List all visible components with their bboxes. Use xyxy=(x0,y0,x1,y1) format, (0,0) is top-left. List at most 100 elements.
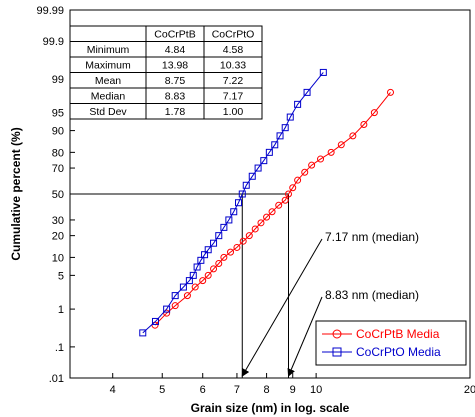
stats-table-cell: Maximum xyxy=(85,60,131,72)
annotation-label: 8.83 nm (median) xyxy=(325,288,419,302)
data-point xyxy=(139,329,147,337)
y-tick-label: .01 xyxy=(49,373,64,385)
data-point xyxy=(254,164,262,172)
data-point xyxy=(238,190,246,198)
legend-swatch-marker xyxy=(332,329,342,339)
data-point xyxy=(263,213,271,221)
y-tick-label: 20 xyxy=(52,231,64,243)
stats-table-cell: 8.83 xyxy=(165,91,186,103)
data-point xyxy=(271,141,279,149)
y-tick-label: 5 xyxy=(58,270,64,282)
legend: CoCrPtB Media CoCrPtO Media xyxy=(315,320,467,366)
annotation-label: 7.17 nm (median) xyxy=(325,230,419,244)
stats-table-cell: 4.84 xyxy=(165,44,186,56)
data-point xyxy=(242,181,250,189)
y-tick-label: 99 xyxy=(52,74,64,86)
y-tick-label: 10 xyxy=(52,252,64,264)
data-point xyxy=(245,232,253,240)
x-tick-label: 10 xyxy=(310,384,322,396)
median-reference-lines xyxy=(70,193,289,378)
data-point xyxy=(235,199,243,207)
data-point xyxy=(230,208,238,216)
data-point xyxy=(199,277,207,285)
legend-label: CoCrPtB Media xyxy=(356,327,440,341)
data-point xyxy=(239,237,247,245)
stats-table-cell: Mean xyxy=(95,75,121,87)
y-tick-label: 30 xyxy=(52,215,64,227)
data-point xyxy=(303,88,311,96)
data-point xyxy=(349,132,357,140)
data-point xyxy=(171,302,179,310)
data-point xyxy=(151,317,159,325)
y-tick-label: 99.9 xyxy=(43,36,64,48)
data-point xyxy=(171,292,179,300)
annotation-arrow xyxy=(241,238,323,377)
data-point xyxy=(265,148,273,156)
data-point xyxy=(204,271,212,279)
x-tick-label: 8 xyxy=(264,384,270,396)
data-point xyxy=(251,225,259,233)
data-point xyxy=(227,248,235,256)
data-point xyxy=(370,109,378,117)
stats-table-cell: CoCrPtO xyxy=(212,29,255,41)
y-tick-label: 95 xyxy=(52,108,64,120)
data-point xyxy=(248,172,256,180)
y-axis-ticks: .01 .1 1 5 10 20 30 50 70 80 90 95 99 99.9 99.99 xyxy=(36,5,75,385)
data-point xyxy=(220,223,228,231)
x-axis-label: Grain size (nm) in log. scale xyxy=(191,401,350,415)
x-tick-label: 20 xyxy=(464,384,475,396)
stats-table-cell: 1.78 xyxy=(165,106,186,118)
legend-box xyxy=(315,320,467,366)
data-point xyxy=(220,253,228,261)
data-point xyxy=(210,239,218,247)
data-point xyxy=(286,113,294,121)
data-point xyxy=(260,157,268,165)
data-point xyxy=(281,196,289,204)
y-tick-label: 99.99 xyxy=(36,5,64,17)
data-point xyxy=(179,283,187,291)
data-point xyxy=(257,219,265,227)
annotation-arrow xyxy=(287,296,323,377)
y-tick-label: 70 xyxy=(52,163,64,175)
data-point xyxy=(225,216,233,224)
y-tick-label: 80 xyxy=(52,147,64,159)
legend-swatch-marker xyxy=(332,347,342,357)
data-point xyxy=(281,124,289,132)
data-point xyxy=(197,256,205,264)
stats-table-cell: 4.58 xyxy=(223,44,244,56)
annotations: 7.17 nm (median) 8.83 nm (median) xyxy=(241,230,419,377)
y-tick-label: 50 xyxy=(52,189,64,201)
stats-table-cell: 8.75 xyxy=(165,75,186,87)
data-point xyxy=(268,208,276,216)
stats-table-cell: 13.98 xyxy=(162,60,188,72)
series-line xyxy=(154,92,391,326)
stats-table-cell: CoCrPtB xyxy=(154,29,195,41)
y-tick-label: 90 xyxy=(52,126,64,138)
data-point xyxy=(319,68,327,76)
data-point xyxy=(215,260,223,268)
x-tick-label: 4 xyxy=(110,384,116,396)
stats-table-cell: 10.33 xyxy=(220,60,246,72)
data-point xyxy=(201,251,209,259)
y-tick-label: 1 xyxy=(58,304,64,316)
x-axis-ticks: 4 5 6 7 8 9 10 20 xyxy=(110,373,475,396)
x-tick-label: 6 xyxy=(200,384,206,396)
data-point xyxy=(204,246,212,254)
data-point xyxy=(308,161,316,169)
stats-table-cell: Median xyxy=(91,91,126,103)
legend-label: CoCrPtO Media xyxy=(356,345,441,359)
data-point xyxy=(294,100,302,108)
stats-table-cell: 7.17 xyxy=(223,91,244,103)
data-point xyxy=(276,132,284,140)
data-point xyxy=(189,271,197,279)
data-point xyxy=(327,148,335,156)
x-tick-label: 9 xyxy=(290,384,296,396)
data-point xyxy=(163,305,171,313)
data-point xyxy=(163,309,171,317)
data-point xyxy=(275,201,283,209)
stats-table-cell: 7.22 xyxy=(223,75,244,87)
x-tick-label: 5 xyxy=(159,384,165,396)
data-point xyxy=(387,88,395,96)
stats-table-cell: Std Dev xyxy=(89,106,127,118)
